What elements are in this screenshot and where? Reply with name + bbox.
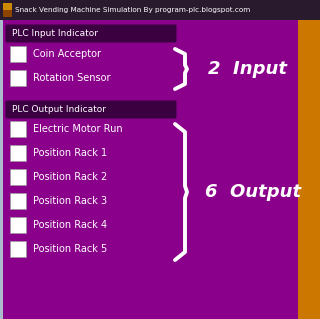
Bar (10, 169, 26, 185)
Text: Snack Vending Machine Simulation By program-plc.blogspot.com: Snack Vending Machine Simulation By prog… (15, 7, 250, 13)
Text: Rotation Sensor: Rotation Sensor (33, 73, 110, 83)
Bar (10, 46, 26, 62)
Bar (10, 193, 26, 209)
Text: Position Rack 3: Position Rack 3 (33, 196, 107, 206)
Bar (10, 70, 26, 86)
Bar (10, 217, 26, 233)
Bar (3, 10, 12, 17)
Bar (0, 20, 3, 319)
Text: PLC Input Indicator: PLC Input Indicator (12, 29, 98, 38)
Text: 2  Input: 2 Input (208, 60, 287, 78)
Bar (10, 241, 26, 257)
Bar (10, 145, 26, 161)
Text: Coin Acceptor: Coin Acceptor (33, 49, 101, 59)
Bar (3, 3, 12, 10)
Text: Position Rack 5: Position Rack 5 (33, 244, 107, 254)
Text: PLC Output Indicator: PLC Output Indicator (12, 105, 106, 114)
Text: Electric Motor Run: Electric Motor Run (33, 124, 123, 134)
Bar (0, 0, 320, 20)
Text: 6  Output: 6 Output (205, 183, 301, 201)
FancyBboxPatch shape (5, 25, 177, 42)
FancyBboxPatch shape (5, 100, 177, 118)
Text: Position Rack 2: Position Rack 2 (33, 172, 107, 182)
Bar (10, 121, 26, 137)
Text: Position Rack 1: Position Rack 1 (33, 148, 107, 158)
Text: Position Rack 4: Position Rack 4 (33, 220, 107, 230)
Bar (298, 20, 320, 319)
